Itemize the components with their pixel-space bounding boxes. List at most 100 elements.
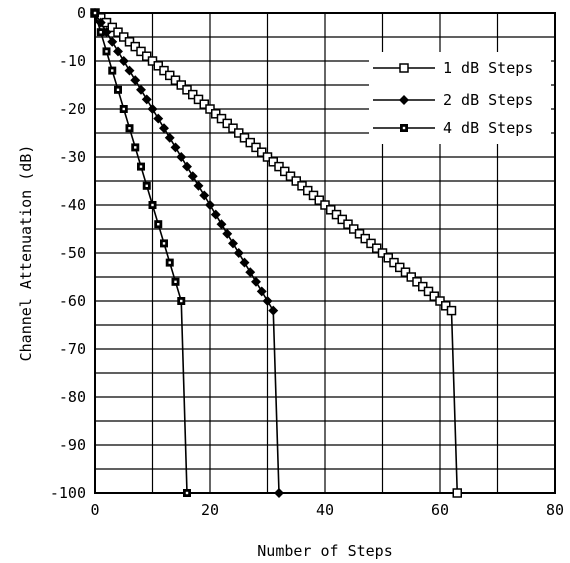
data-point: [228, 238, 238, 249]
marker-square-dot: [111, 69, 114, 72]
data-point: [452, 488, 462, 498]
marker-diamond: [130, 75, 141, 86]
marker-square-open: [107, 22, 117, 33]
data-point: [182, 85, 192, 95]
marker-square-open: [182, 85, 192, 95]
data-point: [239, 257, 250, 268]
marker-diamond: [233, 248, 244, 258]
y-tick-label: -50: [59, 244, 86, 262]
marker-square-dot: [99, 31, 102, 34]
data-point: [148, 201, 157, 209]
marker-square-dot: [139, 165, 143, 168]
x-tick-label: 80: [546, 501, 564, 519]
marker-square-open: [153, 61, 163, 71]
data-point: [153, 113, 164, 124]
data-point: [441, 301, 451, 311]
marker-square-open: [423, 286, 434, 297]
marker-square-dot: [105, 50, 108, 53]
marker-square-open: [389, 257, 399, 268]
marker-diamond: [170, 142, 181, 153]
data-point: [446, 305, 457, 316]
data-point: [216, 113, 227, 124]
data-point: [118, 56, 129, 66]
marker-square-dot: [185, 491, 189, 495]
data-point: [222, 118, 232, 129]
data-point: [165, 258, 174, 267]
data-point: [137, 162, 145, 171]
data-point: [326, 205, 336, 215]
y-tick-label: -20: [59, 100, 86, 118]
y-tick-label: -80: [59, 388, 86, 406]
data-point: [142, 51, 152, 61]
data-point: [124, 37, 135, 47]
data-point: [142, 181, 151, 190]
data-point: [199, 99, 209, 109]
marker-diamond: [205, 200, 215, 210]
data-point: [377, 248, 388, 258]
marker-square-open: [124, 37, 135, 47]
marker-square-open: [337, 214, 347, 225]
data-point: [205, 200, 215, 210]
x-tick-label: 0: [90, 501, 99, 519]
marker-diamond: [159, 123, 169, 134]
data-point: [165, 70, 175, 81]
marker-square-open: [291, 176, 301, 186]
data-point: [354, 229, 365, 239]
marker-square-open: [429, 291, 439, 301]
data-point: [130, 75, 141, 86]
data-point: [314, 195, 324, 205]
marker-square-open: [314, 195, 324, 205]
marker-square-open: [395, 262, 405, 273]
data-point: [274, 161, 284, 172]
data-point: [228, 123, 238, 133]
marker-square-open: [349, 224, 359, 234]
data-point: [297, 181, 307, 191]
data-point: [251, 142, 261, 153]
marker-diamond: [251, 276, 261, 287]
marker-square-open: [211, 109, 221, 119]
marker-diamond: [268, 305, 279, 316]
data-point: [176, 80, 186, 90]
data-point: [182, 161, 192, 172]
marker-diamond: [193, 180, 204, 191]
marker-square-dot: [93, 11, 97, 15]
data-point: [239, 133, 250, 143]
marker-square-open: [399, 63, 409, 73]
data-point: [372, 243, 382, 253]
data-point: [108, 66, 117, 75]
data-point: [193, 180, 204, 191]
data-point: [400, 267, 411, 277]
marker-square-open: [446, 305, 457, 316]
data-point: [222, 228, 233, 239]
marker-diamond: [147, 104, 158, 114]
y-tick-label: -90: [59, 436, 86, 454]
data-point: [211, 109, 221, 119]
y-tick-label: -30: [59, 148, 86, 166]
data-point: [160, 239, 168, 248]
data-point: [187, 171, 198, 182]
data-point: [170, 75, 181, 85]
marker-square-open: [268, 157, 278, 167]
marker-diamond: [216, 219, 227, 230]
marker-diamond: [164, 132, 175, 143]
data-point: [331, 209, 342, 220]
x-tick-label: 40: [316, 501, 334, 519]
data-point: [147, 56, 158, 66]
marker-square-open: [176, 80, 186, 90]
marker-diamond: [107, 36, 118, 47]
data-point: [274, 488, 284, 498]
marker-square-dot: [151, 203, 154, 207]
data-point: [251, 276, 261, 287]
data-point: [171, 277, 180, 286]
marker-diamond: [222, 228, 233, 239]
marker-square-open: [377, 248, 388, 258]
data-point: [308, 190, 319, 201]
marker-square-dot: [157, 223, 160, 226]
marker-diamond: [176, 152, 187, 162]
marker-square-open: [303, 185, 313, 196]
data-point: [170, 142, 181, 153]
marker-diamond: [399, 95, 409, 105]
marker-square-open: [165, 70, 175, 81]
marker-square-open: [136, 46, 146, 57]
marker-diamond: [239, 257, 250, 268]
